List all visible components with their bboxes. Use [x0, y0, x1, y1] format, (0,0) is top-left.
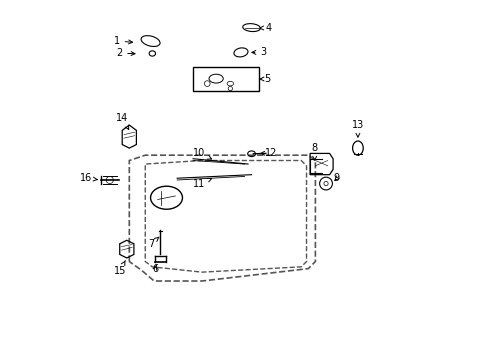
Text: 10: 10 [193, 148, 211, 159]
Text: 15: 15 [113, 261, 126, 276]
Text: 2: 2 [116, 48, 135, 58]
Text: 16: 16 [80, 173, 98, 183]
Text: 4: 4 [259, 23, 271, 33]
Text: 5: 5 [260, 74, 270, 84]
Bar [193, 67, 258, 91]
Text: 7: 7 [147, 237, 159, 249]
Text: 3: 3 [251, 48, 266, 57]
Text: 8: 8 [311, 143, 317, 160]
Text: 13: 13 [351, 120, 363, 137]
Text: 6: 6 [152, 264, 158, 274]
Text: 12: 12 [260, 148, 277, 158]
Text: 1: 1 [113, 36, 132, 46]
Text: 11: 11 [193, 178, 211, 189]
Text: 9: 9 [333, 173, 339, 183]
Text: 14: 14 [116, 113, 128, 130]
